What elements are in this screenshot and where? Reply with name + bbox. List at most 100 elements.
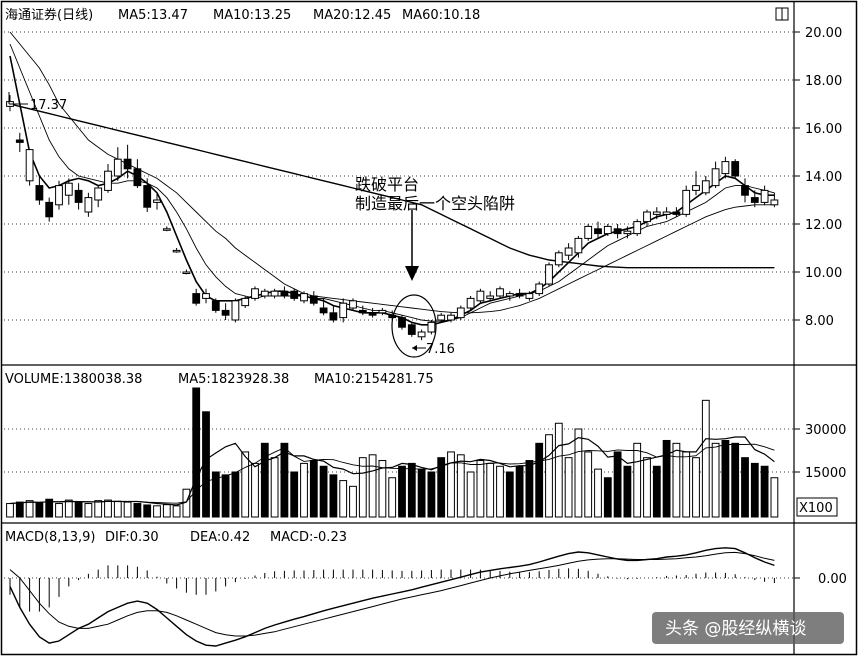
candle (682, 185, 691, 217)
volume-bar-up (564, 457, 573, 518)
candle (290, 288, 299, 301)
svg-text:头条 @股经纵横谈: 头条 @股经纵横谈 (665, 619, 806, 639)
candle (55, 180, 63, 210)
candle-body-down (211, 300, 220, 311)
candle (603, 224, 612, 236)
candle-body-up (603, 225, 612, 235)
candle (25, 149, 34, 186)
volume-bar-down (221, 474, 230, 518)
price-tick-8: 8.00 (794, 314, 834, 329)
candle (260, 288, 269, 299)
candle-body-up (55, 185, 63, 206)
candle-body-up (84, 197, 93, 213)
candle-body-up (770, 199, 779, 206)
volume-bar-up (339, 480, 348, 518)
candle (6, 95, 14, 112)
candle (339, 298, 348, 323)
candle (202, 288, 210, 304)
candle-body-down (15, 139, 24, 143)
candle-body-up (260, 290, 269, 297)
volume-bar-up (692, 457, 700, 518)
volume-bar-up (711, 442, 720, 518)
svg-text:17.37: 17.37 (30, 98, 67, 113)
volume-bar-down (603, 477, 612, 518)
volume-bar-up (84, 503, 93, 518)
candlesticks (6, 95, 779, 341)
candle (692, 171, 700, 196)
candle (211, 298, 220, 313)
candle-body-down (407, 324, 416, 335)
volume-bar-up (123, 501, 132, 518)
volume-bar-down (35, 502, 44, 518)
candle (74, 183, 83, 210)
candle-body-up (113, 158, 122, 177)
candle (750, 190, 759, 208)
candle (554, 250, 563, 268)
macd-y-axis: 0.00 (794, 572, 847, 587)
candle-body-down (731, 161, 740, 177)
volume-bar-down (280, 442, 289, 518)
candle (633, 219, 642, 236)
candle (486, 291, 495, 301)
candle-body-up (378, 309, 387, 314)
candle-body-down (290, 290, 299, 299)
ma60-line (9, 103, 775, 269)
low-marker: 7.16 (412, 342, 455, 357)
candle-body-up (251, 288, 259, 299)
svg-text:20.00: 20.00 (805, 26, 842, 41)
volume-bar-down (74, 501, 83, 518)
candle-body-up (339, 302, 348, 319)
candle (613, 224, 622, 239)
candle-body-up (652, 211, 661, 215)
candle (358, 305, 367, 316)
volume-bar-down (652, 465, 661, 518)
volume-bar-up (25, 500, 34, 518)
volume-bar-up (349, 485, 357, 518)
candle-body-up (701, 180, 710, 194)
volume-bar-down (407, 462, 416, 518)
volume-tick-15000: 15000 (794, 466, 846, 481)
candle-body-up (447, 314, 455, 321)
candle (300, 291, 308, 304)
candle-body-up (417, 331, 426, 338)
candle-body-up (231, 300, 240, 321)
candle-body-down (594, 228, 602, 235)
volume-bar-up (486, 462, 495, 518)
candle (701, 176, 710, 196)
volume-bar-down (760, 465, 769, 518)
candle-body-up (172, 249, 181, 253)
candle-body-up (554, 252, 563, 266)
candle-body-up (241, 297, 250, 307)
candle-body-up (202, 293, 210, 299)
volume-bar-down (15, 501, 24, 518)
volume-bar-up (172, 505, 181, 518)
candle (760, 185, 769, 205)
macd-content (9, 547, 775, 647)
candle-body-up (153, 199, 161, 203)
candle (505, 291, 514, 301)
candle (711, 161, 720, 188)
candle (545, 262, 553, 287)
svg-text:16.00: 16.00 (805, 122, 842, 137)
volume-bar-up (270, 457, 279, 518)
candle-body-up (300, 293, 308, 302)
candle (398, 315, 406, 330)
volume-bar-down (741, 457, 749, 518)
volume-bar-up (770, 477, 779, 518)
candle (241, 296, 250, 308)
volume-bar-up (633, 442, 642, 518)
candle-body-up (633, 221, 642, 235)
volume-bar-up (476, 460, 485, 518)
candle-body-up (486, 295, 495, 299)
candle (35, 176, 44, 205)
candle-body-up (456, 307, 465, 319)
volume-bar-up (64, 499, 73, 518)
volume-tick-30000: 30000 (794, 423, 846, 438)
volume-bar-up (594, 468, 602, 518)
candle (447, 312, 455, 323)
volume-bar-up (153, 505, 161, 518)
window-toggle-icon[interactable] (775, 7, 789, 21)
candle-body-up (721, 161, 730, 175)
volume-bar-down (143, 504, 152, 518)
volume-bar-down (398, 465, 406, 518)
